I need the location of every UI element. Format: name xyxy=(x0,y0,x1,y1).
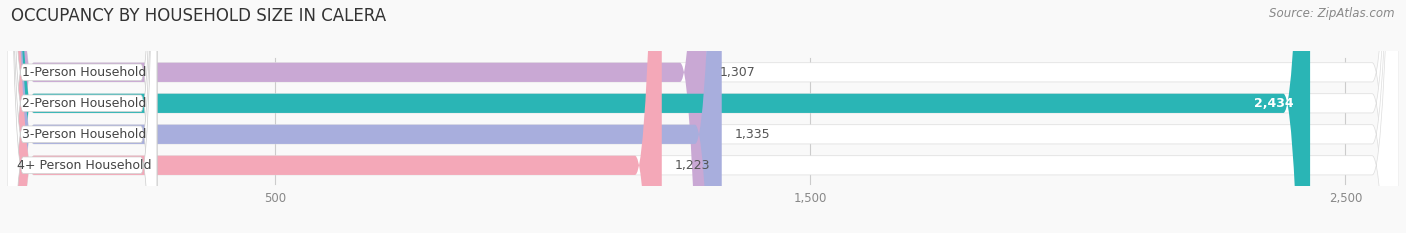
Text: Source: ZipAtlas.com: Source: ZipAtlas.com xyxy=(1270,7,1395,20)
FancyBboxPatch shape xyxy=(7,0,1399,233)
Text: 1-Person Household: 1-Person Household xyxy=(22,66,146,79)
Text: 3-Person Household: 3-Person Household xyxy=(22,128,146,141)
FancyBboxPatch shape xyxy=(7,0,1399,233)
FancyBboxPatch shape xyxy=(7,0,157,233)
FancyBboxPatch shape xyxy=(7,0,662,233)
Text: 2,434: 2,434 xyxy=(1254,97,1294,110)
Text: 1,223: 1,223 xyxy=(675,159,710,172)
FancyBboxPatch shape xyxy=(7,0,1399,233)
FancyBboxPatch shape xyxy=(7,0,157,233)
FancyBboxPatch shape xyxy=(7,0,707,233)
FancyBboxPatch shape xyxy=(7,0,1399,233)
FancyBboxPatch shape xyxy=(7,0,157,233)
Text: 4+ Person Household: 4+ Person Household xyxy=(17,159,152,172)
FancyBboxPatch shape xyxy=(7,0,721,233)
Text: 1,307: 1,307 xyxy=(720,66,756,79)
FancyBboxPatch shape xyxy=(7,0,1310,233)
FancyBboxPatch shape xyxy=(7,0,157,233)
Text: 1,335: 1,335 xyxy=(735,128,770,141)
Text: 2-Person Household: 2-Person Household xyxy=(22,97,146,110)
Text: OCCUPANCY BY HOUSEHOLD SIZE IN CALERA: OCCUPANCY BY HOUSEHOLD SIZE IN CALERA xyxy=(11,7,387,25)
